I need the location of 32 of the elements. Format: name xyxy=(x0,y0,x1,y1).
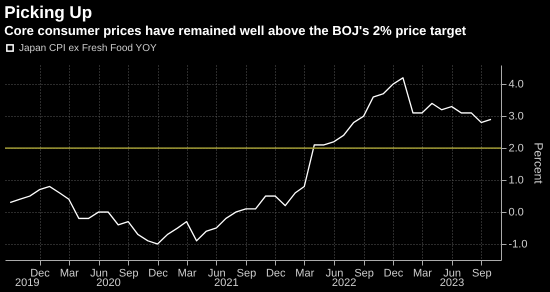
text: 2021 xyxy=(214,277,239,289)
x-tick-label: Mar xyxy=(413,268,432,280)
text: 2020 xyxy=(96,277,121,289)
x-tick-label: Jun xyxy=(326,268,344,280)
x-tick-label: Dec xyxy=(384,268,404,280)
legend-label: Japan CPI ex Fresh Food YOY xyxy=(19,43,157,54)
x-tick-label: Sep xyxy=(354,268,374,280)
y-tick-label: 4.0 xyxy=(508,78,524,91)
y-tick-label: 3.0 xyxy=(508,110,524,123)
x-tick-label: Mar xyxy=(178,268,197,280)
x-tick-label: Mar xyxy=(295,268,315,280)
chart-title: Picking Up xyxy=(4,3,92,22)
y-tick-label: -1.0 xyxy=(508,238,528,251)
y-tick-label: 2.0 xyxy=(508,142,524,155)
y-tick-label: 0.0 xyxy=(508,206,524,219)
x-tick-label: Jun xyxy=(208,268,226,280)
y-tick-label: 1.0 xyxy=(508,174,524,187)
text: 2023 xyxy=(440,277,464,289)
y-axis-title: Percent xyxy=(531,142,546,184)
line-series xyxy=(10,77,492,245)
text: 2019 xyxy=(15,277,40,289)
x-tick-label: Jun xyxy=(90,268,108,280)
x-tick-label: Dec xyxy=(266,268,286,280)
x-tick-label: Dec xyxy=(148,268,168,280)
text: 2022 xyxy=(332,277,356,289)
x-tick-label: Dec xyxy=(30,268,50,280)
x-tick-label: Sep xyxy=(118,268,138,280)
chart-subtitle: Core consumer prices have remained well above the BOJ's 2% price target xyxy=(4,23,467,38)
x-tick-label: Jun xyxy=(443,268,462,280)
x-tick-label: Sep xyxy=(236,268,256,280)
x-tick-label: Mar xyxy=(60,268,80,280)
x-tick-label: Sep xyxy=(472,268,492,280)
